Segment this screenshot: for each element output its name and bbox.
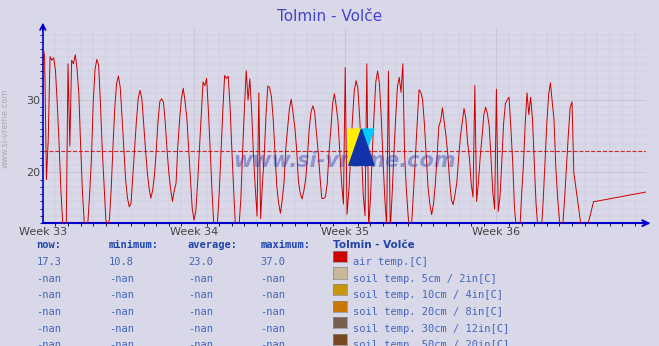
Text: soil temp. 50cm / 20in[C]: soil temp. 50cm / 20in[C] bbox=[353, 340, 509, 346]
Text: -nan: -nan bbox=[36, 274, 61, 284]
Text: 17.3: 17.3 bbox=[36, 257, 61, 267]
Text: -nan: -nan bbox=[260, 340, 285, 346]
Text: -nan: -nan bbox=[109, 324, 134, 334]
Text: -nan: -nan bbox=[260, 290, 285, 300]
Text: -nan: -nan bbox=[109, 274, 134, 284]
Polygon shape bbox=[349, 129, 361, 165]
Text: -nan: -nan bbox=[188, 290, 213, 300]
Text: -nan: -nan bbox=[188, 307, 213, 317]
Text: 23.0: 23.0 bbox=[188, 257, 213, 267]
Text: air temp.[C]: air temp.[C] bbox=[353, 257, 428, 267]
Text: Tolmin - Volče: Tolmin - Volče bbox=[333, 240, 415, 251]
Text: -nan: -nan bbox=[109, 340, 134, 346]
Text: average:: average: bbox=[188, 240, 238, 251]
Text: -nan: -nan bbox=[36, 324, 61, 334]
Text: 10.8: 10.8 bbox=[109, 257, 134, 267]
Text: -nan: -nan bbox=[260, 307, 285, 317]
Text: -nan: -nan bbox=[36, 290, 61, 300]
Text: -nan: -nan bbox=[260, 274, 285, 284]
Text: -nan: -nan bbox=[109, 307, 134, 317]
Text: -nan: -nan bbox=[36, 340, 61, 346]
Text: -nan: -nan bbox=[188, 274, 213, 284]
Polygon shape bbox=[349, 129, 374, 165]
Text: soil temp. 5cm / 2in[C]: soil temp. 5cm / 2in[C] bbox=[353, 274, 496, 284]
Text: -nan: -nan bbox=[36, 307, 61, 317]
Text: minimum:: minimum: bbox=[109, 240, 159, 251]
Text: maximum:: maximum: bbox=[260, 240, 310, 251]
Text: -nan: -nan bbox=[260, 324, 285, 334]
Text: soil temp. 10cm / 4in[C]: soil temp. 10cm / 4in[C] bbox=[353, 290, 503, 300]
Text: -nan: -nan bbox=[188, 340, 213, 346]
Text: -nan: -nan bbox=[188, 324, 213, 334]
Text: www.si-vreme.com: www.si-vreme.com bbox=[233, 151, 455, 171]
Polygon shape bbox=[361, 129, 374, 165]
Text: soil temp. 30cm / 12in[C]: soil temp. 30cm / 12in[C] bbox=[353, 324, 509, 334]
Text: Tolmin - Volče: Tolmin - Volče bbox=[277, 9, 382, 24]
Text: -nan: -nan bbox=[109, 290, 134, 300]
Text: soil temp. 20cm / 8in[C]: soil temp. 20cm / 8in[C] bbox=[353, 307, 503, 317]
Text: 37.0: 37.0 bbox=[260, 257, 285, 267]
Text: now:: now: bbox=[36, 240, 61, 251]
Text: www.si-vreme.com: www.si-vreme.com bbox=[1, 88, 10, 168]
